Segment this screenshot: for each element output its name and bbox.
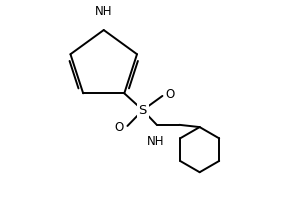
- Text: NH: NH: [147, 135, 164, 148]
- Text: NH: NH: [95, 5, 112, 18]
- Text: S: S: [139, 104, 147, 117]
- Text: O: O: [115, 121, 124, 134]
- Text: O: O: [166, 88, 175, 101]
